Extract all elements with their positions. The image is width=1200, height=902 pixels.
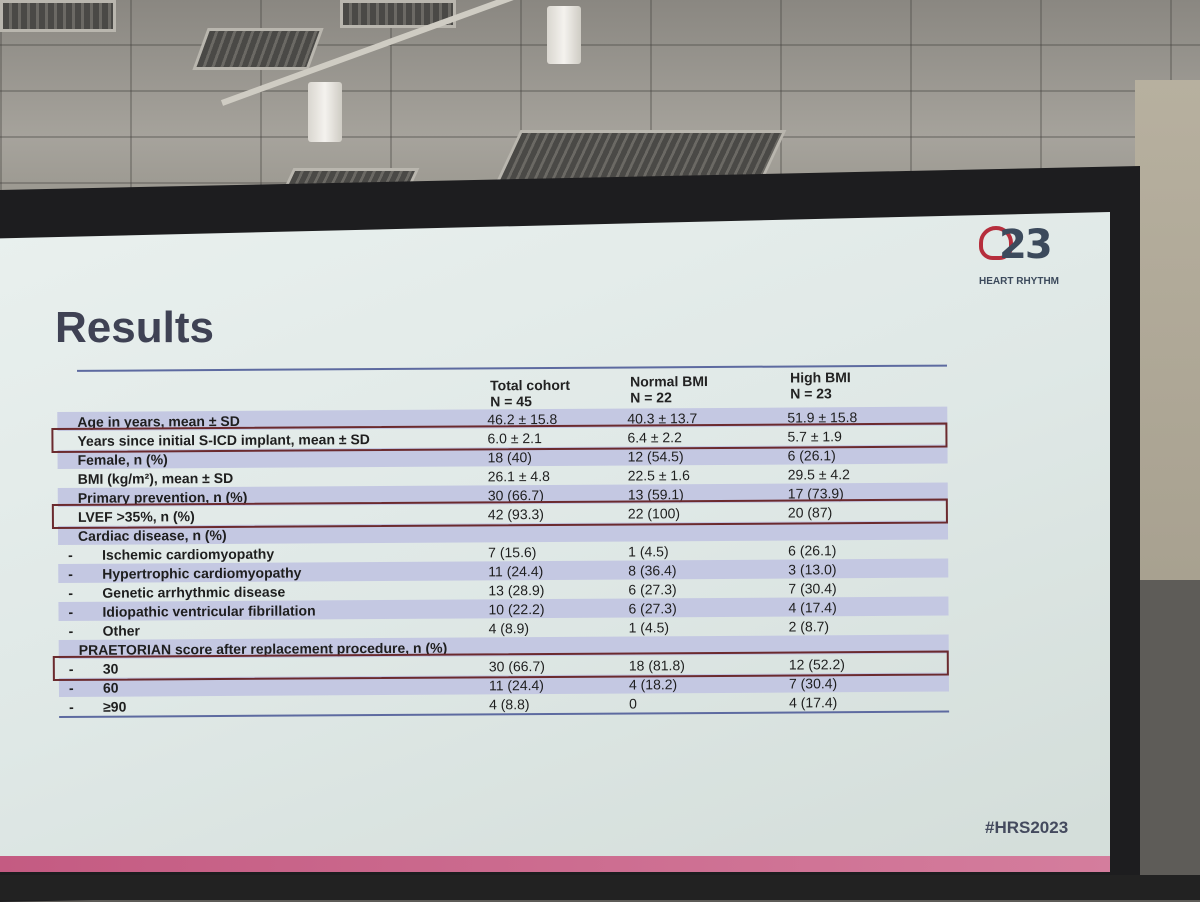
table-cell: 2 (8.7) xyxy=(788,617,830,635)
table-cell: 3 (13.0) xyxy=(788,560,837,578)
wall xyxy=(1135,80,1200,580)
heart-icon xyxy=(979,226,1013,260)
hashtag: #HRS2023 xyxy=(985,818,1069,837)
slide-title: Results xyxy=(55,303,214,352)
row-bullet: - xyxy=(68,679,74,696)
table-body: Age in years, mean ± SD 46.2 ± 15.8 40.3 ±… xyxy=(51,406,950,718)
table-cell: 6 (27.3) xyxy=(628,599,677,617)
table-cell: 26.1 ± 4.8 xyxy=(487,467,550,484)
column-header-line1: Total cohort xyxy=(490,376,571,394)
column-header-total: Total cohort N = 45 xyxy=(490,377,570,409)
table-cell: 7 (15.6) xyxy=(488,543,537,560)
table-cell: 4 (17.4) xyxy=(789,693,838,711)
row-label-text: Female, n (%) xyxy=(77,450,168,468)
slide-accent-bar xyxy=(0,856,1110,872)
row-bullet: - xyxy=(68,584,74,601)
table-cell: 0 xyxy=(629,694,637,712)
table-cell: 4 (8.8) xyxy=(489,695,530,712)
row-bullet: - xyxy=(68,546,73,563)
row-label-text: ≥90 xyxy=(103,698,127,715)
row-label-text: Genetic arrhythmic disease xyxy=(102,583,286,601)
column-header-high-bmi: High BMI N = 23 xyxy=(790,369,851,401)
ceiling-vent xyxy=(0,0,116,32)
table-cell: 4 (18.2) xyxy=(628,675,678,693)
table-cell: 11 (24.4) xyxy=(488,562,544,579)
row-label: - Idiopathic ventricular fibrillation xyxy=(58,601,478,620)
row-label-text: Other xyxy=(102,621,140,639)
ceiling-vent xyxy=(192,28,324,70)
heart-rhythm-logo: 23 HEART RHYTHM xyxy=(975,222,1075,292)
row-label: - Other xyxy=(59,620,479,639)
column-header-normal-bmi: Normal BMI N = 22 xyxy=(630,373,708,405)
table-cell: 22.5 ± 1.6 xyxy=(627,466,690,484)
row-label-text: BMI (kg/m²), mean ± SD xyxy=(77,469,234,487)
row-bullet: - xyxy=(68,565,73,582)
row-label: - ≥90 xyxy=(59,696,479,715)
row-label-text: Hypertrophic cardiomyopathy xyxy=(102,564,302,582)
floor xyxy=(0,875,1200,900)
column-header-line2: N = 23 xyxy=(790,385,832,402)
row-label: - Hypertrophic cardiomyopathy xyxy=(58,563,478,582)
table-cell: 18 (40) xyxy=(487,448,532,465)
table-cell: 4 (8.9) xyxy=(488,619,530,636)
table-cell: 4 (17.4) xyxy=(788,598,837,616)
table-cell: 8 (36.4) xyxy=(628,561,677,579)
table-cell: 6 (27.3) xyxy=(628,580,677,598)
table-cell: 6 (26.1) xyxy=(787,446,836,464)
table-cell: 10 (22.2) xyxy=(488,600,545,617)
row-label: - Ischemic cardiomyopathy xyxy=(58,544,478,563)
table-cell: 29.5 ± 4.2 xyxy=(787,465,850,483)
table-cell: 1 (4.5) xyxy=(628,618,670,636)
column-header-line2: N = 45 xyxy=(490,393,532,410)
table-cell: 7 (30.4) xyxy=(788,579,837,597)
logo-text: HEART RHYTHM xyxy=(979,276,1059,287)
row-label-text: Cardiac disease, n (%) xyxy=(77,526,227,544)
table-cell: 6 (26.1) xyxy=(788,541,837,559)
table-cell: 1 (4.5) xyxy=(628,542,669,560)
logo-number: 23 xyxy=(999,222,1053,268)
ceiling-light xyxy=(547,6,581,64)
row-label-text: Ischemic cardiomyopathy xyxy=(102,545,275,563)
table-cell: 11 (24.4) xyxy=(488,676,544,693)
table-cell: 13 (28.9) xyxy=(488,581,545,598)
column-header-line1: Normal BMI xyxy=(630,373,708,390)
row-label-text: 60 xyxy=(102,679,119,696)
column-header-line2: N = 22 xyxy=(630,389,672,406)
column-header-line1: High BMI xyxy=(790,369,851,386)
row-label-text: Idiopathic ventricular fibrillation xyxy=(102,601,316,620)
table-cell: 7 (30.4) xyxy=(788,674,838,692)
row-label: - Genetic arrhythmic disease xyxy=(58,582,478,601)
table-cell: 12 (54.5) xyxy=(627,447,684,465)
row-bullet: - xyxy=(68,603,74,620)
ceiling-light xyxy=(308,82,342,142)
row-label: BMI (kg/m²), mean ± SD xyxy=(58,468,478,487)
row-bullet: - xyxy=(68,622,74,639)
row-bullet: - xyxy=(69,698,74,715)
